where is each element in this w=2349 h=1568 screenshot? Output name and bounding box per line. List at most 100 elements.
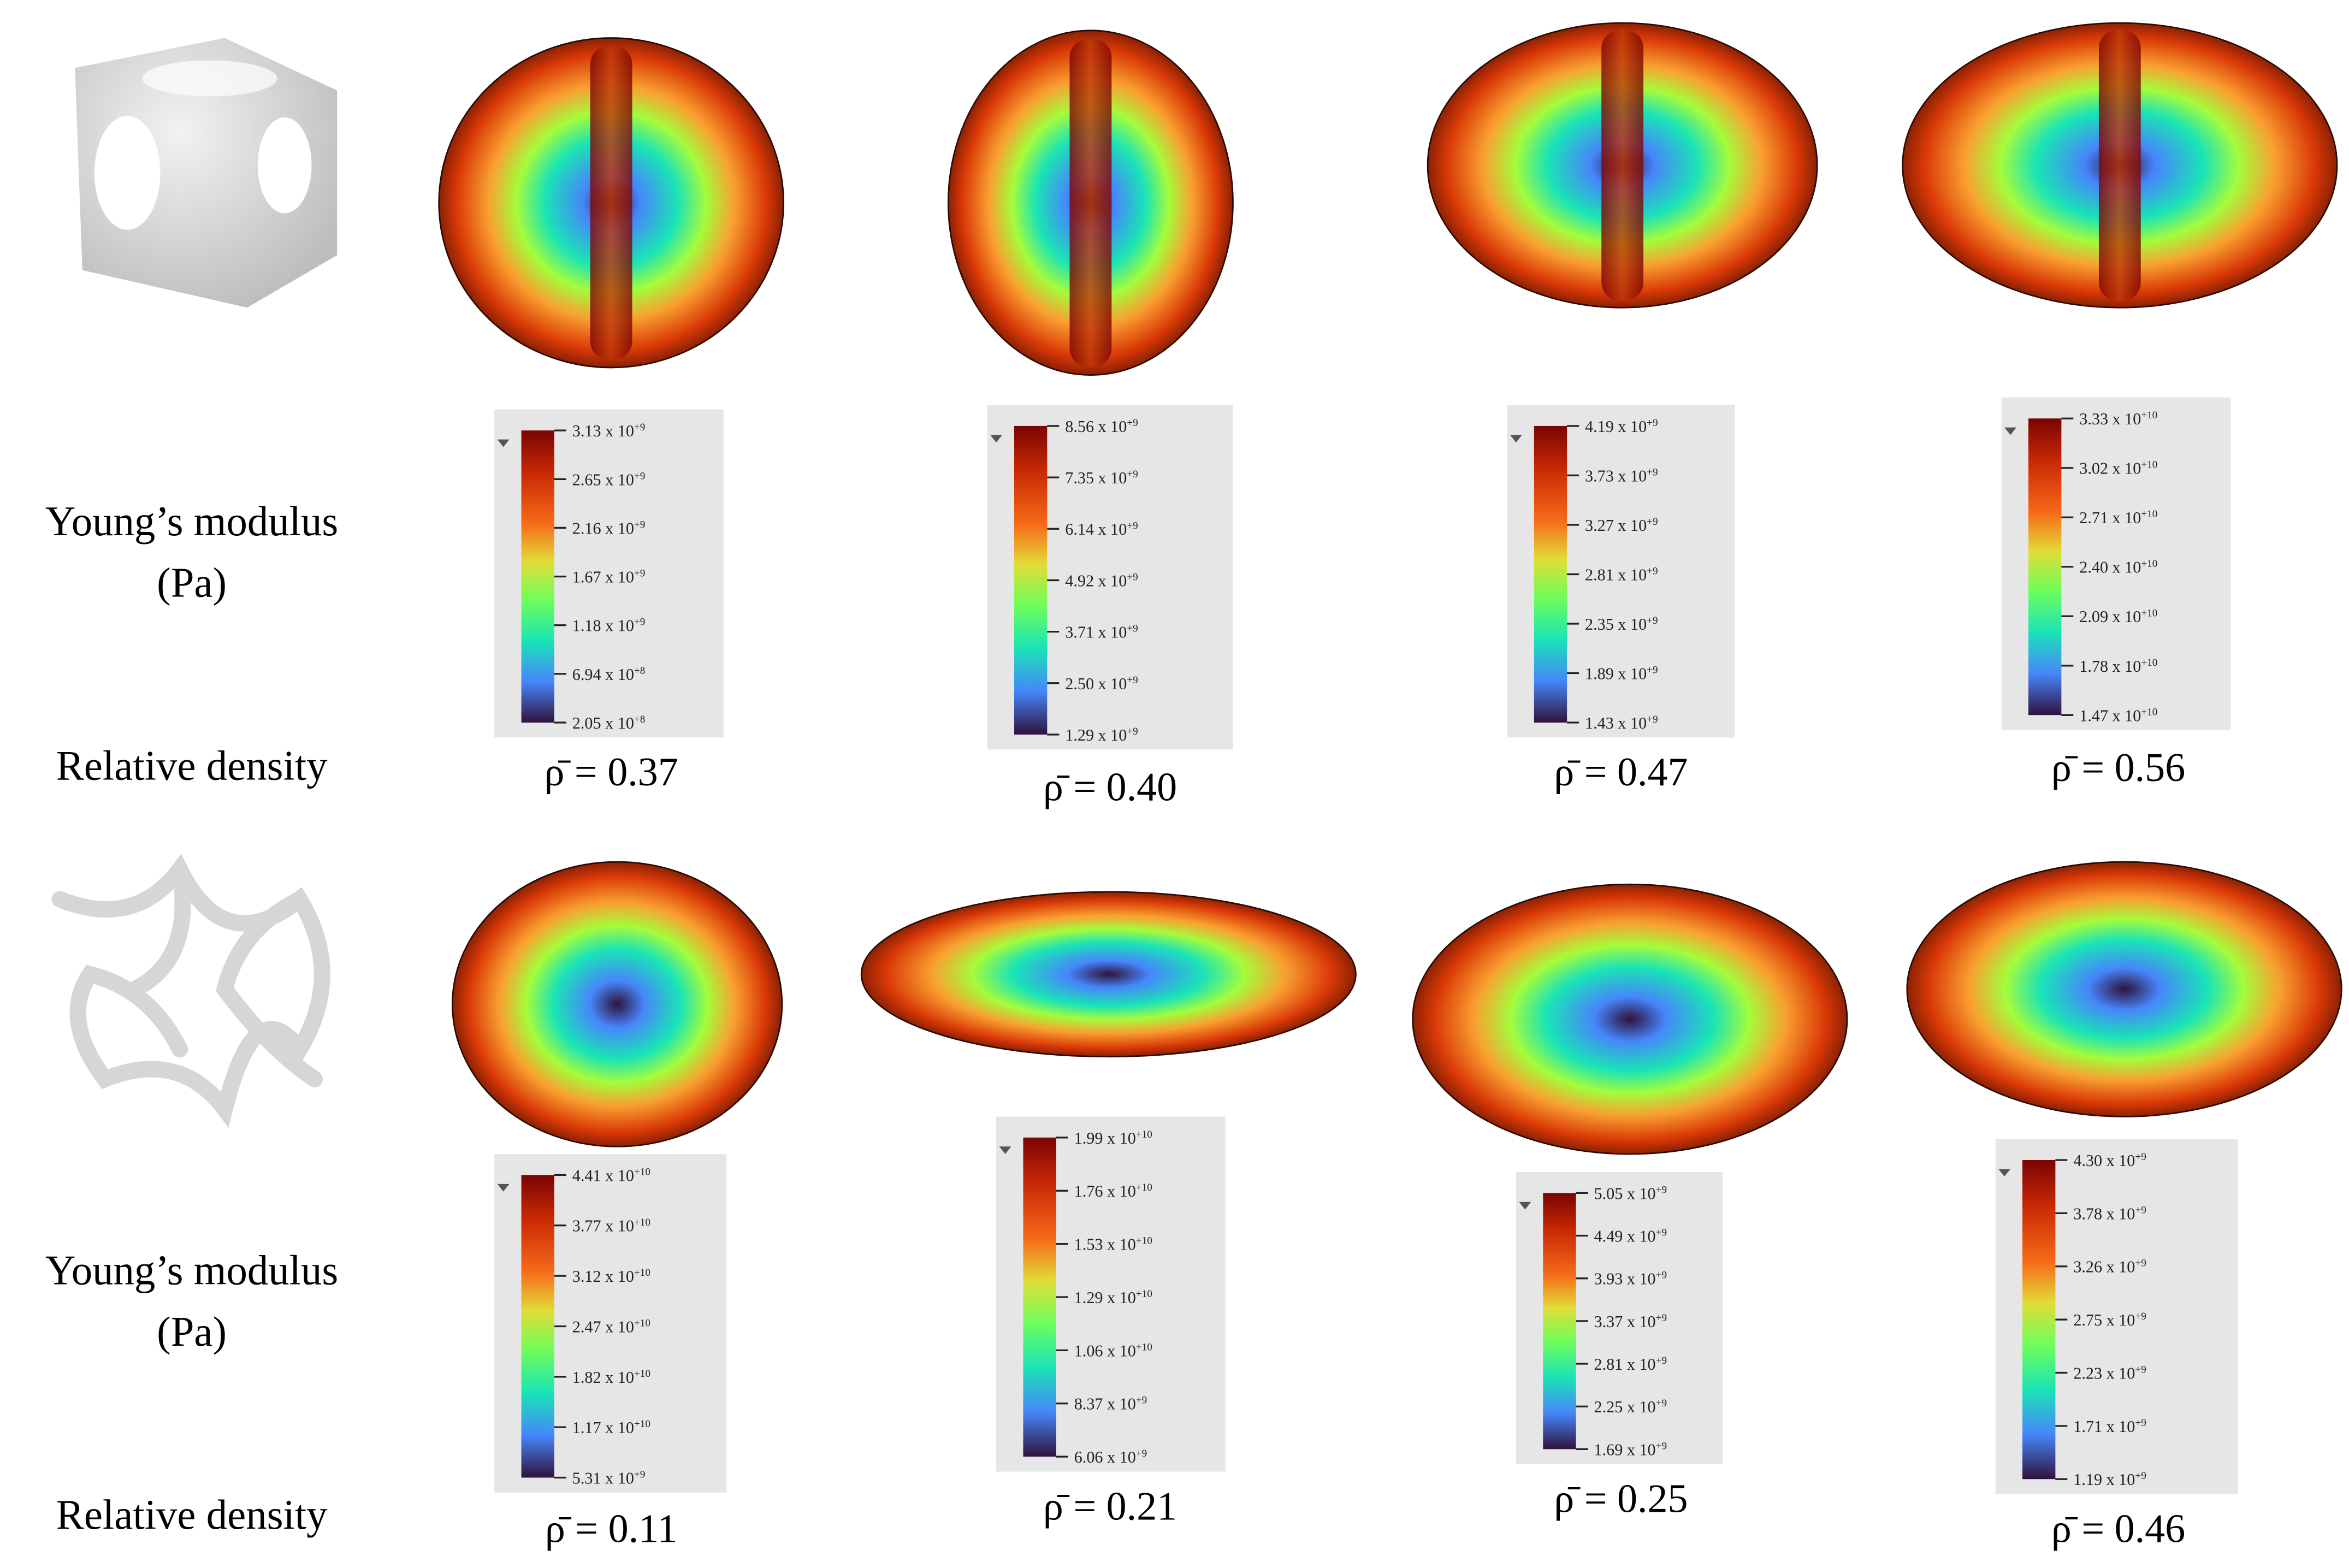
colorbar-label: 2.23 x 10+9 xyxy=(2073,1364,2146,1382)
tick-exponent: +9 xyxy=(1127,520,1138,531)
relative-density: ρ̄ = 0.47 xyxy=(1554,750,1688,795)
tick-exponent: +10 xyxy=(634,1368,650,1380)
colorbar-arrow xyxy=(1510,435,1522,443)
colorbar-gradient xyxy=(2022,1159,2056,1480)
tick-exponent: +10 xyxy=(2141,657,2157,668)
colorbar-label: 1.71 x 10+9 xyxy=(2073,1417,2146,1436)
row-label: (Pa) xyxy=(157,560,227,606)
colorbar-label: 1.69 x 10+9 xyxy=(1594,1440,1667,1459)
tick-exponent: +10 xyxy=(2141,459,2157,471)
row-label: Young’s modulus xyxy=(45,498,338,545)
tick-exponent: +9 xyxy=(1127,674,1138,686)
colorbar-label: 4.92 x 10+9 xyxy=(1065,571,1138,590)
colorbar-label: 3.73 x 10+9 xyxy=(1585,466,1658,485)
tick-mantissa: 1.89 x 10 xyxy=(1585,664,1647,683)
tick-mantissa: 1.19 x 10 xyxy=(2073,1470,2135,1489)
tick-mantissa: 2.16 x 10 xyxy=(572,519,634,537)
tick-mantissa: 1.69 x 10 xyxy=(1594,1440,1656,1459)
colorbar-label: 5.05 x 10+9 xyxy=(1594,1184,1667,1203)
colorbar-label: 6.06 x 10+9 xyxy=(1074,1448,1147,1466)
tick-exponent: +10 xyxy=(634,1317,650,1329)
colorbar-arrow xyxy=(990,435,1003,443)
tick-mantissa: 8.37 x 10 xyxy=(1074,1395,1136,1413)
relative-density: ρ̄ = 0.40 xyxy=(1043,765,1177,810)
colorbar-label: 2.47 x 10+10 xyxy=(572,1317,650,1336)
tick-exponent: +9 xyxy=(1127,726,1138,737)
tick-mantissa: 1.29 x 10 xyxy=(1065,726,1127,744)
tick-exponent: +9 xyxy=(1136,1395,1147,1406)
tick-mantissa: 1.82 x 10 xyxy=(572,1368,634,1387)
tick-mantissa: 5.31 x 10 xyxy=(572,1469,634,1487)
colorbar: 4.19 x 10+93.73 x 10+93.27 x 10+92.81 x … xyxy=(1507,405,1735,738)
colorbar-label: 1.18 x 10+9 xyxy=(572,617,646,635)
colorbar-label: 1.78 x 10+10 xyxy=(2079,657,2157,676)
tick-mantissa: 6.14 x 10 xyxy=(1065,520,1127,539)
relative-density: ρ̄ = 0.11 xyxy=(545,1506,678,1551)
tick-mantissa: 3.13 x 10 xyxy=(572,422,634,440)
tick-exponent: +9 xyxy=(1656,1440,1667,1452)
tick-mantissa: 1.78 x 10 xyxy=(2079,657,2141,676)
tick-exponent: +9 xyxy=(634,422,645,433)
tick-exponent: +9 xyxy=(1647,665,1658,676)
tick-mantissa: 1.47 x 10 xyxy=(2079,706,2141,725)
tick-exponent: +9 xyxy=(1127,571,1138,583)
tick-mantissa: 6.94 x 10 xyxy=(572,665,634,684)
colorbar: 3.13 x 10+92.65 x 10+92.16 x 10+91.67 x … xyxy=(494,409,724,738)
tick-mantissa: 2.65 x 10 xyxy=(572,470,634,489)
colorbar: 4.41 x 10+103.77 x 10+103.12 x 10+102.47… xyxy=(494,1154,727,1493)
tick-mantissa: 2.71 x 10 xyxy=(2079,508,2141,527)
colorbar-label: 1.82 x 10+10 xyxy=(572,1368,650,1387)
tick-exponent: +8 xyxy=(634,714,645,725)
tick-exponent: +10 xyxy=(2141,508,2157,520)
colorbar-label: 4.49 x 10+9 xyxy=(1594,1227,1667,1245)
colorbar-label: 1.76 x 10+10 xyxy=(1074,1182,1152,1200)
tick-exponent: +10 xyxy=(634,1418,650,1430)
tick-exponent: +9 xyxy=(1127,623,1138,635)
colorbar-label: 4.41 x 10+10 xyxy=(572,1166,650,1185)
colorbar-label: 2.35 x 10+9 xyxy=(1585,615,1658,634)
colorbar-label: 3.02 x 10+10 xyxy=(2079,459,2157,478)
tick-exponent: +9 xyxy=(634,1469,645,1481)
tick-mantissa: 2.81 x 10 xyxy=(1585,565,1647,584)
colorbar-label: 1.19 x 10+9 xyxy=(2073,1470,2146,1489)
colorbar-label: 8.37 x 10+9 xyxy=(1074,1395,1147,1413)
colorbar-label: 3.77 x 10+10 xyxy=(572,1217,650,1235)
tick-exponent: +9 xyxy=(1647,565,1658,577)
colorbar-label: 2.09 x 10+10 xyxy=(2079,607,2157,626)
tick-mantissa: 3.71 x 10 xyxy=(1065,623,1127,642)
colorbar: 3.33 x 10+103.02 x 10+102.71 x 10+102.40… xyxy=(2001,397,2231,730)
surface-body xyxy=(1906,861,2342,1117)
tick-exponent: +10 xyxy=(634,1166,650,1178)
colorbar-label: 6.14 x 10+9 xyxy=(1065,520,1138,539)
unit-cell xyxy=(75,38,338,308)
row-label: Relative density xyxy=(56,1492,328,1538)
colorbar-label: 3.71 x 10+9 xyxy=(1065,623,1138,642)
colorbar-gradient xyxy=(521,430,554,723)
tick-exponent: +9 xyxy=(1647,466,1658,478)
tick-mantissa: 2.47 x 10 xyxy=(572,1317,634,1336)
surface-body xyxy=(452,861,783,1147)
colorbar-label: 1.06 x 10+10 xyxy=(1074,1341,1152,1360)
colorbar-label: 3.78 x 10+9 xyxy=(2073,1204,2146,1223)
relative-density: ρ̄ = 0.46 xyxy=(2051,1506,2185,1551)
colorbar-gradient xyxy=(1023,1137,1056,1457)
colorbar-arrow xyxy=(1998,1169,2011,1177)
relative-density: ρ̄ = 0.25 xyxy=(1554,1477,1688,1522)
tick-exponent: +9 xyxy=(634,617,645,628)
tick-mantissa: 8.56 x 10 xyxy=(1065,417,1127,436)
row-label: Relative density xyxy=(56,742,328,789)
relative-density: ρ̄ = 0.37 xyxy=(544,750,678,795)
row-label: (Pa) xyxy=(157,1309,227,1355)
colorbar-gradient xyxy=(2028,418,2062,715)
tick-exponent: +10 xyxy=(1136,1235,1152,1247)
modulus-surface xyxy=(1427,22,1818,309)
tick-exponent: +9 xyxy=(1647,516,1658,528)
colorbar: 4.30 x 10+93.78 x 10+93.26 x 10+92.75 x … xyxy=(1995,1139,2239,1494)
tick-exponent: +9 xyxy=(2135,1470,2146,1482)
tick-exponent: +9 xyxy=(1647,615,1658,626)
tick-exponent: +10 xyxy=(1136,1288,1152,1300)
colorbar-label: 1.67 x 10+9 xyxy=(572,568,646,587)
tick-exponent: +9 xyxy=(1656,1312,1667,1324)
tick-exponent: +10 xyxy=(1136,1182,1152,1193)
tick-mantissa: 2.25 x 10 xyxy=(1594,1398,1656,1416)
